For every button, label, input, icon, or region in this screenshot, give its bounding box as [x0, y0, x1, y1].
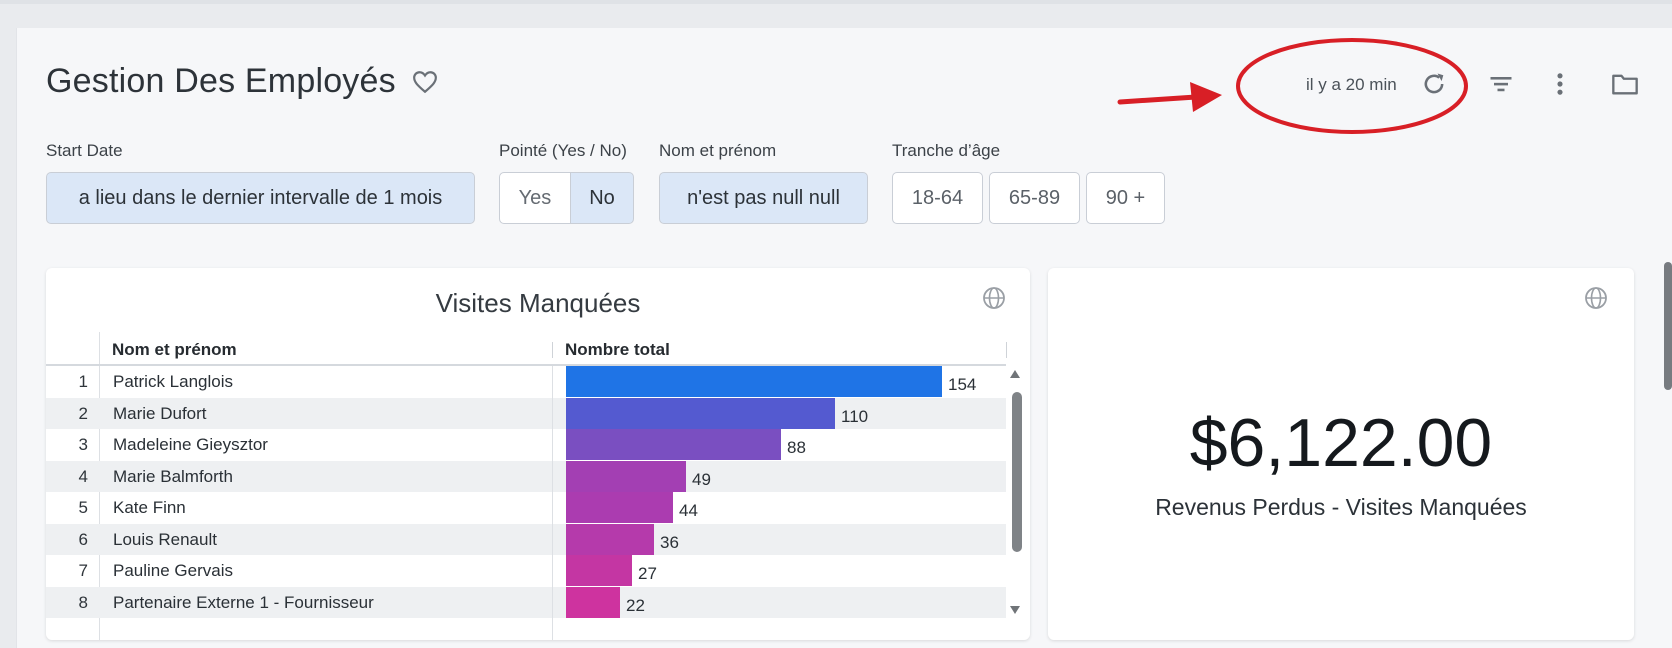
row-name: Kate Finn	[113, 498, 186, 517]
globe-icon[interactable]	[982, 286, 1006, 310]
age-option-90-plus[interactable]: 90 +	[1086, 172, 1165, 224]
row-index: 6	[78, 529, 88, 549]
row-name: Patrick Langlois	[113, 372, 234, 391]
page-scrollbar-thumb[interactable]	[1664, 262, 1672, 390]
revenus-perdus-card: $6,122.00 Revenus Perdus - Visites Manqu…	[1048, 268, 1634, 640]
table-scrollbar[interactable]	[1008, 366, 1022, 618]
window-top-border	[0, 0, 1672, 4]
bar-value-label: 154	[948, 375, 977, 394]
last-refreshed-text: il y a 20 min	[1306, 75, 1397, 94]
filter-label-tranche: Tranche d’âge	[892, 141, 1001, 160]
bar	[566, 523, 654, 555]
column-divider	[552, 366, 553, 640]
header-divider	[1006, 342, 1007, 358]
bar-value-label: 49	[692, 469, 711, 489]
more-vert-icon[interactable]	[1546, 70, 1574, 98]
row-name: Partenaire Externe 1 - Fournisseur	[113, 592, 374, 612]
globe-icon[interactable]	[1584, 286, 1608, 310]
nom-filter[interactable]: n'est pas null null	[659, 172, 868, 224]
bar	[566, 366, 942, 397]
table-row[interactable]: 2 Marie Dufort 110	[46, 397, 1006, 429]
row-index: 8	[78, 592, 88, 612]
row-index: 2	[78, 403, 88, 423]
kpi-label: Revenus Perdus - Visites Manquées	[1155, 494, 1527, 520]
age-option-65-89[interactable]: 65-89	[989, 172, 1080, 224]
row-name: Pauline Gervais	[113, 561, 234, 580]
row-index: 3	[78, 435, 88, 454]
header-divider	[552, 342, 553, 358]
table-row[interactable]: 8 Partenaire Externe 1 - Fournisseur 22	[46, 586, 1006, 618]
pointe-yes-option[interactable]: Yes	[499, 172, 571, 224]
row-index: 4	[78, 466, 88, 486]
visites-manquees-card: Visites Manquées Nom et prénom Nombre to…	[46, 268, 1030, 640]
bar	[566, 429, 781, 460]
card-title: Visites Manquées	[435, 288, 641, 318]
table-scrollbar-thumb[interactable]	[1012, 392, 1022, 552]
start-date-filter[interactable]: a lieu dans le dernier intervalle de 1 m…	[46, 172, 475, 224]
bar	[566, 460, 686, 492]
bar-value-label: 36	[660, 532, 679, 552]
table-row[interactable]: 4 Marie Balmforth 49	[46, 460, 1006, 492]
row-name: Louis Renault	[113, 529, 217, 549]
row-name: Madeleine Gieysztor	[113, 435, 268, 454]
filter-label-pointe: Pointé (Yes / No)	[499, 141, 627, 160]
bar	[566, 492, 673, 523]
bar-value-label: 27	[638, 564, 657, 583]
heart-icon[interactable]	[412, 70, 438, 94]
row-index: 5	[78, 498, 88, 517]
row-name: Marie Dufort	[113, 403, 207, 423]
folder-icon[interactable]	[1611, 70, 1639, 98]
table-row[interactable]: 1 Patrick Langlois 154	[46, 366, 1006, 398]
row-index: 1	[78, 372, 88, 391]
bar-value-label: 88	[787, 438, 806, 457]
table-row[interactable]: 3 Madeleine Gieysztor 88	[46, 429, 1006, 461]
filter-label-start-date: Start Date	[46, 141, 123, 160]
table-row[interactable]: 7 Pauline Gervais 27	[46, 555, 1006, 587]
row-index: 7	[78, 561, 88, 580]
row-name: Marie Balmforth	[113, 466, 233, 486]
pointe-no-option[interactable]: No	[570, 172, 634, 224]
bar	[566, 586, 620, 618]
table-body: 1 Patrick Langlois 154 2 Marie Dufort 110 3 Mad…	[46, 366, 1006, 618]
bar-value-label: 110	[841, 406, 869, 426]
bar	[566, 397, 835, 429]
column-header-total[interactable]: Nombre total	[565, 340, 670, 359]
bar-value-label: 22	[626, 595, 645, 615]
dashboard-title: Gestion Des Employés	[46, 62, 396, 100]
header-underline	[46, 364, 1006, 366]
bar	[566, 555, 632, 586]
table-row[interactable]: 5 Kate Finn 44	[46, 492, 1006, 524]
refresh-icon[interactable]	[1420, 70, 1448, 98]
filter-label-nom: Nom et prénom	[659, 141, 777, 160]
table-row[interactable]: 6 Louis Renault 36	[46, 523, 1006, 555]
bar-value-label: 44	[679, 501, 698, 520]
age-option-18-64[interactable]: 18-64	[892, 172, 983, 224]
column-header-name[interactable]: Nom et prénom	[112, 340, 237, 359]
kpi-value: $6,122.00	[1189, 405, 1493, 481]
filter-icon[interactable]	[1487, 70, 1515, 98]
